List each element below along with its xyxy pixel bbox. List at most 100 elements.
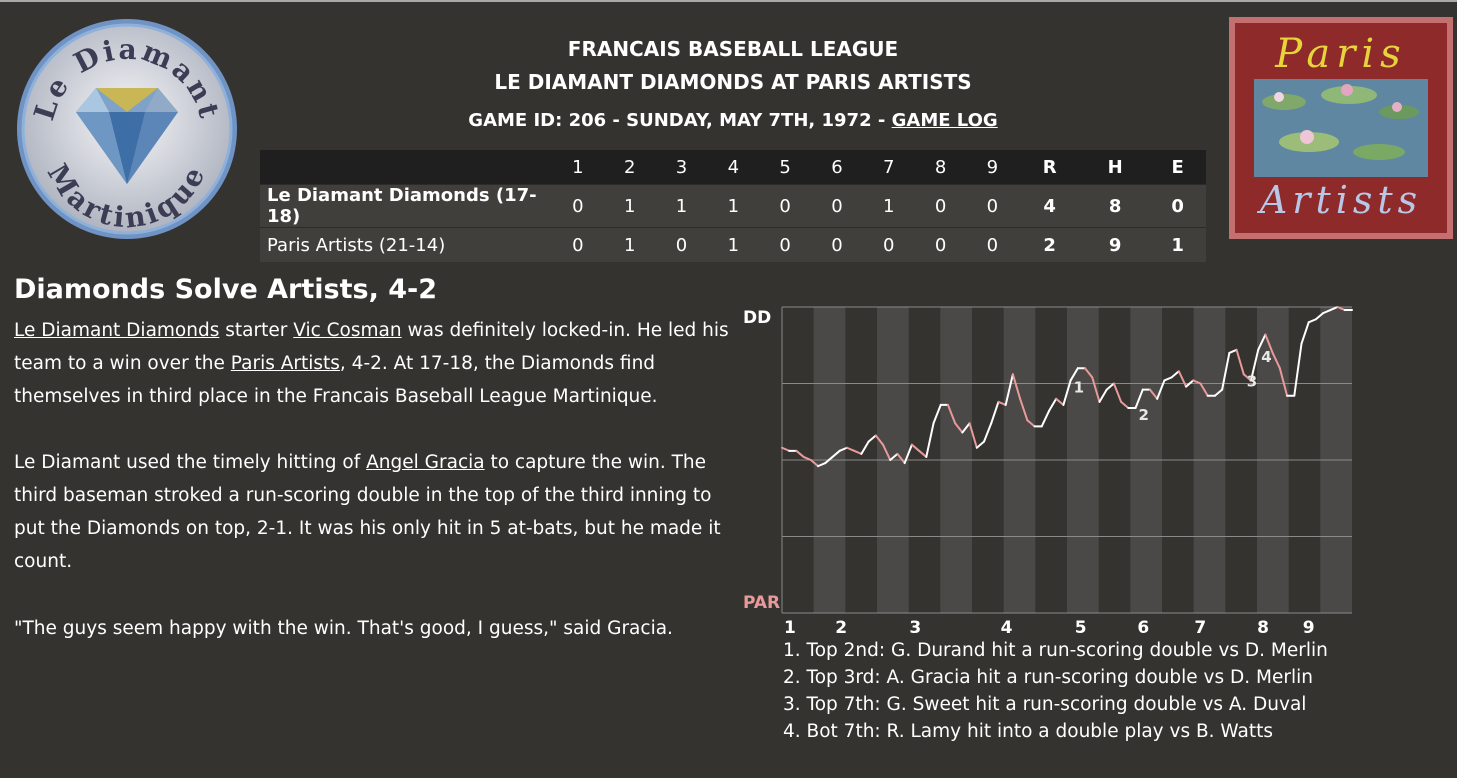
story-headline: Diamonds Solve Artists, 4-2 — [14, 274, 438, 305]
wp-segment — [1047, 397, 1058, 413]
wp-segment — [867, 434, 877, 443]
diamonds-logo: Le Diamant Martinique — [17, 19, 237, 239]
wp-segment — [1091, 376, 1101, 403]
inning-label: 7 — [1194, 618, 1206, 638]
inning-labels: 1 2 3 4 5 6 7 8 9 — [784, 618, 1315, 638]
wp-segment — [990, 400, 1000, 425]
play-annotations: 1 2 34 — [1074, 348, 1272, 424]
away-errors: 0 — [1171, 195, 1184, 217]
wp-segment — [882, 443, 892, 461]
matchup-title: LE DIAMANT DIAMONDS AT PARIS ARTISTS — [494, 70, 972, 94]
wp-segment — [1278, 367, 1289, 397]
logo-right-bottom-text: Artists — [1257, 178, 1422, 222]
wp-segment — [1300, 321, 1310, 345]
wp-segment — [1235, 348, 1245, 376]
inning-score: 0 — [986, 234, 999, 256]
inning-score: 0 — [831, 234, 843, 256]
inning-header: 2 — [623, 156, 636, 178]
home-team-abbr: PAR — [743, 593, 780, 613]
inning-score: 0 — [934, 195, 947, 217]
play-marker: 2 — [1139, 406, 1149, 424]
story-text: starter — [219, 320, 294, 341]
wp-segment — [968, 422, 978, 449]
runs-header: R — [1042, 156, 1057, 178]
artists-team-link[interactable]: Paris Artists — [230, 353, 340, 374]
angel-gracia-link[interactable]: Angel Gracia — [366, 452, 485, 473]
wp-segment — [1185, 379, 1195, 388]
wp-segment — [1156, 379, 1166, 400]
diamonds-team-link[interactable]: Le Diamant Diamonds — [14, 320, 220, 341]
wp-segment — [1293, 342, 1303, 397]
wp-segment — [932, 403, 942, 425]
inning-header: 9 — [986, 156, 999, 178]
story-paragraph: Le Diamant used the timely hitting of An… — [14, 446, 729, 578]
wp-segment — [954, 422, 964, 434]
top-border — [0, 0, 1457, 2]
logo-right-top-text: Paris — [1274, 31, 1406, 77]
home-team-row: Paris Artists (21-14) 0 1 0 1 0 0 0 0 0 … — [260, 227, 1206, 262]
chart-gridlines — [781, 306, 1352, 614]
inning-label: 2 — [835, 618, 847, 638]
wp-segment — [1105, 382, 1115, 391]
story-paragraph: Le Diamant Diamonds starter Vic Cosman w… — [14, 314, 729, 413]
play-note: 2. Top 3rd: A. Gracia hit a run-scoring … — [783, 667, 1313, 688]
inning-score: 1 — [727, 195, 740, 217]
inning-label: 1 — [784, 618, 796, 638]
wp-segment — [946, 403, 957, 425]
inning-score: 1 — [623, 195, 636, 217]
inning-label: 5 — [1075, 618, 1087, 638]
wp-segment — [983, 422, 993, 443]
wp-segment — [1004, 373, 1014, 406]
inning-score: 0 — [572, 195, 584, 217]
win-probability-line — [781, 306, 1353, 468]
vic-cosman-link[interactable]: Vic Cosman — [293, 320, 402, 341]
wp-segment — [1249, 348, 1260, 382]
wp-segment — [910, 443, 921, 452]
wp-segment — [997, 400, 1007, 406]
wp-segment — [1026, 419, 1036, 428]
home-team-name: Paris Artists (21-14) — [267, 234, 446, 256]
play-note: 4. Bot 7th: R. Lamy hit into a double pl… — [783, 721, 1274, 742]
inning-label: 8 — [1257, 618, 1269, 638]
inning-header: 6 — [831, 156, 843, 178]
wp-segment — [918, 449, 928, 458]
wp-segment — [1040, 410, 1050, 428]
wp-segment — [889, 452, 899, 461]
wp-segment — [961, 422, 971, 434]
home-errors: 1 — [1171, 234, 1184, 256]
story-text: to capture the win. The third baseman st… — [14, 452, 721, 572]
water-lilies-painting-icon — [1254, 79, 1428, 177]
wp-segment — [1177, 370, 1188, 388]
wp-segment — [817, 462, 827, 468]
wp-segment — [1019, 397, 1029, 422]
play-marker: 3 — [1247, 372, 1257, 390]
league-title: FRANCAIS BASEBALL LEAGUE — [567, 37, 899, 61]
inning-header: 1 — [572, 156, 584, 178]
wp-segment — [809, 459, 820, 468]
wp-segment — [802, 455, 812, 461]
wp-segment — [853, 449, 863, 455]
wp-segment — [1084, 367, 1094, 379]
wp-segment — [1170, 370, 1180, 379]
wp-segment — [845, 446, 856, 452]
game-log-link[interactable]: GAME LOG — [891, 110, 998, 131]
linescore-table: 1 2 3 4 5 6 7 8 9 R H E Le Diamant Diamo… — [260, 150, 1206, 262]
wp-segment — [1242, 373, 1252, 382]
play-note: 1. Top 2nd: G. Durand hit a run-scoring … — [783, 640, 1328, 661]
team-column-header — [260, 150, 552, 185]
wp-segment — [860, 440, 870, 455]
play-note: 3. Top 7th: G. Sweet hit a run-scoring d… — [783, 694, 1307, 715]
inning-score: 0 — [779, 195, 791, 217]
play-notes: 1. Top 2nd: G. Durand hit a run-scoring … — [783, 637, 1328, 745]
wp-segment — [1098, 388, 1108, 403]
hits-header: H — [1107, 156, 1123, 178]
wp-segment — [896, 452, 906, 465]
wp-segment — [1228, 348, 1238, 354]
wp-segment — [1011, 373, 1022, 400]
away-runs: 4 — [1043, 195, 1056, 217]
inning-score: 0 — [779, 234, 791, 256]
wp-segment — [824, 455, 834, 465]
inning-header: 3 — [675, 156, 688, 178]
inning-label: 3 — [909, 618, 921, 638]
